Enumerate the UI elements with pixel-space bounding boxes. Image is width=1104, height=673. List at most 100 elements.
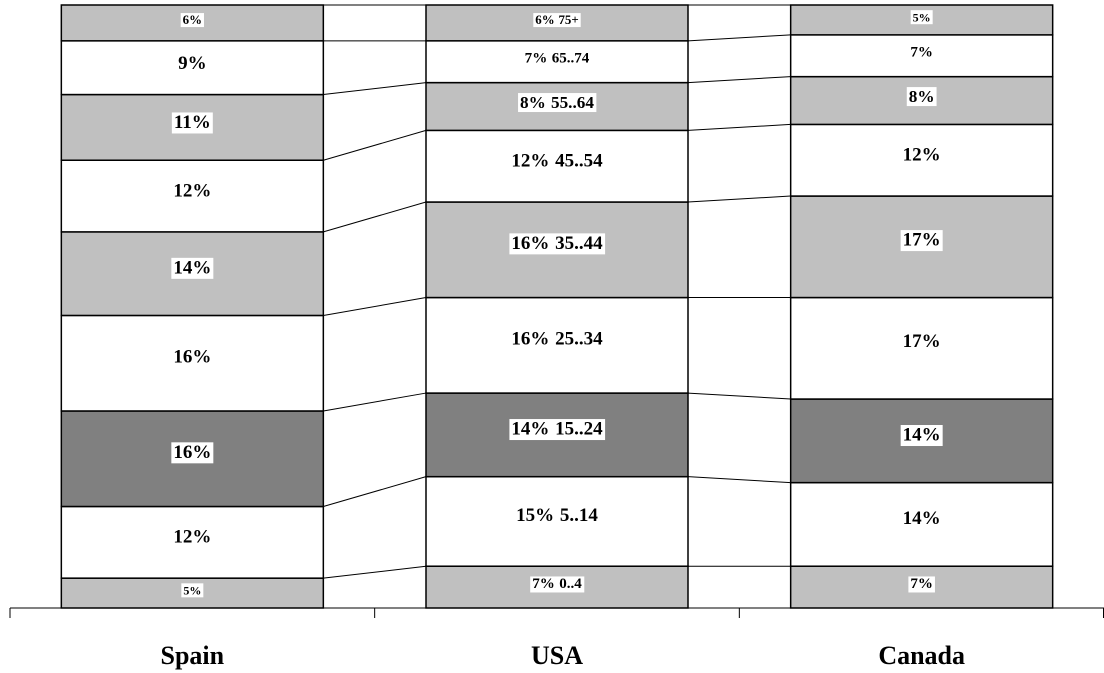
value-label: 6% 75+: [535, 13, 578, 27]
bar-segment: [789, 75, 1054, 126]
value-label-text: 14%: [173, 258, 211, 279]
value-label-text: 7%: [525, 51, 548, 67]
label-background: [900, 230, 943, 252]
segment-label: 12%: [171, 527, 214, 549]
value-label-text: 14%: [511, 419, 549, 440]
value-label-text: 9%: [178, 53, 207, 74]
label-background: [533, 13, 581, 28]
segment-label: 17%: [900, 331, 943, 353]
segment-label: 7% 65..74: [522, 51, 592, 68]
segment-label: 12% 45..54: [509, 150, 606, 172]
value-label: 5%: [183, 583, 201, 597]
label-background: [509, 150, 606, 172]
series-connector: [687, 476, 791, 484]
value-label-text: 16%: [173, 442, 211, 463]
label-background: [509, 328, 606, 350]
label-background: [908, 45, 935, 62]
segment-label: 16% 25..34: [509, 328, 606, 350]
label-background: [518, 93, 597, 113]
label-background: [900, 145, 943, 167]
series-name: 35..44: [555, 233, 603, 254]
x-tick-label: Spain: [161, 641, 225, 670]
label-background: [171, 527, 214, 549]
label-background: [171, 112, 213, 134]
series-connector: [687, 76, 791, 84]
segment-label: 6%: [180, 13, 204, 28]
label-background: [900, 331, 943, 353]
label-background: [171, 442, 214, 464]
label-background: [509, 419, 606, 441]
segment-label: 14%: [900, 508, 943, 530]
series-name: 65..74: [552, 51, 590, 67]
series-name: 55..64: [551, 93, 594, 112]
value-label-text: 12%: [173, 181, 211, 202]
label-background: [514, 505, 601, 527]
value-label: 7% 65..74: [525, 51, 590, 67]
value-label: 8% 55..64: [520, 93, 594, 112]
value-label: 14%: [903, 425, 941, 446]
value-label-text: 6%: [183, 13, 202, 27]
series-connector: [687, 123, 791, 131]
series-name: 25..34: [555, 329, 603, 350]
value-label-text: 17%: [903, 332, 941, 353]
value-label-text: 16%: [511, 233, 549, 254]
label-background: [181, 583, 204, 598]
segment-label: 6% 75+: [533, 13, 581, 28]
series-connector: [687, 195, 791, 203]
segment-label: 7% 0..4: [530, 576, 585, 593]
label-background: [171, 180, 214, 202]
series-connector: [323, 565, 427, 579]
label-background: [900, 508, 943, 530]
value-label: 12%: [173, 527, 211, 548]
value-label-text: 12%: [511, 151, 549, 172]
segment-label: 14%: [171, 257, 214, 279]
value-label-text: 7%: [910, 576, 933, 592]
value-label: 17%: [903, 230, 941, 251]
label-background: [180, 13, 204, 28]
value-label: 12%: [903, 145, 941, 166]
series-name: 5..14: [560, 505, 599, 526]
segment-label: 16% 35..44: [509, 233, 606, 255]
segment-label: 15% 5..14: [514, 505, 601, 527]
value-label-text: 12%: [173, 527, 211, 548]
value-label: 17%: [903, 332, 941, 353]
segment-label: 8% 55..64: [518, 93, 597, 113]
value-label-text: 6%: [535, 13, 554, 27]
value-label: 12%: [173, 181, 211, 202]
value-label-text: 5%: [183, 583, 201, 597]
series-connector: [687, 392, 791, 400]
segment-label: 14%: [900, 425, 943, 447]
series-name: 15..24: [555, 419, 603, 440]
label-background: [908, 576, 935, 593]
label-background: [900, 425, 943, 447]
value-label: 7%: [910, 576, 933, 592]
value-label-text: 17%: [903, 230, 941, 251]
segment-label: 17%: [900, 230, 943, 252]
bar-segment: [60, 505, 325, 579]
series-name: 45..54: [555, 151, 603, 172]
series-name: 0..4: [559, 576, 582, 592]
series-name: 75+: [558, 13, 578, 27]
value-label-text: 7%: [532, 576, 555, 592]
label-background: [910, 10, 933, 25]
value-label-text: 16%: [173, 347, 211, 368]
label-background: [171, 257, 214, 279]
value-label-text: 14%: [903, 425, 941, 446]
segment-label: 12%: [900, 145, 943, 167]
value-label: 7%: [910, 45, 933, 61]
label-background: [906, 87, 937, 107]
segment-label: 12%: [171, 180, 214, 202]
x-tick-label: USA: [531, 641, 583, 670]
value-label: 14% 15..24: [511, 419, 603, 440]
value-label-text: 8%: [909, 87, 935, 106]
bar-segment: [425, 392, 689, 478]
segment-label: 7%: [908, 576, 935, 593]
value-label: 16%: [173, 442, 211, 463]
label-background: [530, 576, 585, 593]
segment-label: 5%: [181, 583, 204, 598]
value-label: 16% 25..34: [511, 329, 603, 350]
segment-label: 7%: [908, 45, 935, 62]
value-label: 14%: [903, 509, 941, 530]
segment-label: 9%: [176, 53, 209, 75]
value-label-text: 5%: [913, 10, 931, 24]
